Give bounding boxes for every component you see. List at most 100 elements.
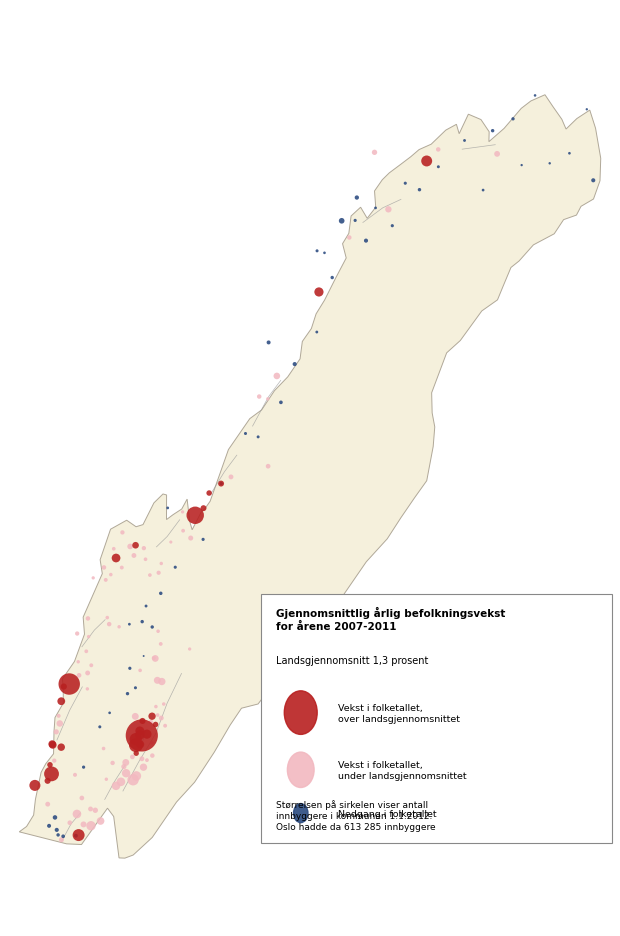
Circle shape	[61, 683, 67, 690]
Circle shape	[404, 183, 407, 185]
Circle shape	[131, 553, 136, 558]
Circle shape	[150, 753, 154, 758]
Circle shape	[86, 687, 89, 691]
Circle shape	[142, 547, 146, 550]
Circle shape	[112, 782, 120, 790]
Circle shape	[75, 632, 79, 636]
Circle shape	[140, 718, 146, 724]
Circle shape	[421, 156, 432, 168]
Circle shape	[49, 741, 56, 749]
Circle shape	[482, 189, 484, 192]
Circle shape	[520, 165, 523, 168]
Circle shape	[84, 650, 88, 653]
Text: Vekst i folketallet,
under landsgjennomsnittet: Vekst i folketallet, under landsgjennoms…	[338, 760, 466, 780]
Circle shape	[99, 725, 101, 728]
Circle shape	[154, 705, 157, 709]
Circle shape	[105, 778, 108, 782]
Circle shape	[58, 743, 65, 751]
Circle shape	[156, 571, 161, 576]
Circle shape	[159, 592, 162, 595]
Circle shape	[316, 331, 318, 334]
Circle shape	[372, 151, 377, 155]
Circle shape	[58, 697, 65, 706]
Circle shape	[316, 250, 319, 253]
Text: Landsgjennomsnitt 1,3 prosent: Landsgjennomsnitt 1,3 prosent	[276, 656, 428, 665]
Circle shape	[55, 828, 59, 832]
Circle shape	[97, 817, 104, 825]
Circle shape	[58, 674, 80, 695]
Circle shape	[148, 713, 156, 720]
Circle shape	[135, 726, 144, 736]
Circle shape	[285, 691, 317, 735]
Circle shape	[159, 716, 164, 721]
Circle shape	[53, 815, 57, 820]
Circle shape	[436, 148, 440, 153]
Circle shape	[132, 713, 139, 720]
Circle shape	[112, 548, 115, 551]
Circle shape	[130, 733, 142, 745]
Circle shape	[512, 118, 515, 122]
Circle shape	[56, 833, 60, 837]
Circle shape	[81, 822, 87, 827]
Circle shape	[122, 769, 130, 778]
Circle shape	[86, 821, 95, 830]
Circle shape	[45, 778, 51, 784]
Circle shape	[586, 109, 588, 111]
Circle shape	[549, 163, 551, 166]
Circle shape	[244, 432, 247, 435]
Polygon shape	[19, 95, 601, 858]
Circle shape	[86, 617, 90, 621]
Circle shape	[188, 536, 193, 541]
Circle shape	[339, 219, 345, 225]
Circle shape	[156, 713, 159, 717]
Circle shape	[169, 541, 172, 544]
Circle shape	[126, 720, 158, 752]
Circle shape	[117, 778, 125, 786]
Circle shape	[122, 764, 126, 769]
Circle shape	[140, 756, 144, 761]
Circle shape	[82, 766, 85, 769]
Circle shape	[202, 538, 205, 541]
Circle shape	[73, 773, 77, 777]
Circle shape	[162, 703, 166, 706]
Circle shape	[109, 573, 113, 577]
Circle shape	[117, 625, 121, 629]
Circle shape	[54, 729, 59, 735]
Circle shape	[188, 648, 192, 651]
Circle shape	[347, 236, 352, 241]
Circle shape	[144, 558, 148, 562]
Circle shape	[314, 288, 324, 298]
Circle shape	[463, 139, 466, 142]
Circle shape	[85, 671, 90, 676]
Circle shape	[135, 730, 144, 739]
Circle shape	[330, 276, 334, 280]
Circle shape	[591, 179, 595, 183]
Circle shape	[156, 630, 160, 634]
Circle shape	[128, 774, 139, 785]
Circle shape	[61, 835, 65, 839]
Circle shape	[153, 722, 158, 727]
Circle shape	[150, 741, 154, 745]
Circle shape	[73, 829, 84, 841]
Circle shape	[163, 724, 167, 728]
Circle shape	[105, 616, 109, 620]
Circle shape	[143, 730, 151, 739]
Circle shape	[374, 207, 377, 210]
Circle shape	[47, 762, 53, 768]
Circle shape	[187, 507, 204, 524]
Circle shape	[44, 767, 59, 782]
Circle shape	[152, 656, 156, 660]
FancyBboxPatch shape	[260, 594, 613, 843]
Circle shape	[76, 661, 80, 664]
Circle shape	[200, 505, 206, 512]
Circle shape	[56, 714, 61, 718]
Circle shape	[120, 566, 124, 570]
Circle shape	[77, 673, 81, 678]
Circle shape	[353, 220, 356, 223]
Circle shape	[257, 436, 260, 439]
Circle shape	[364, 240, 368, 243]
Circle shape	[174, 566, 177, 569]
Text: Gjennomsnittlig årlig befolkningsvekst
for årene 2007-2011: Gjennomsnittlig årlig befolkningsvekst f…	[276, 607, 505, 632]
Circle shape	[143, 655, 144, 657]
Circle shape	[45, 802, 50, 807]
